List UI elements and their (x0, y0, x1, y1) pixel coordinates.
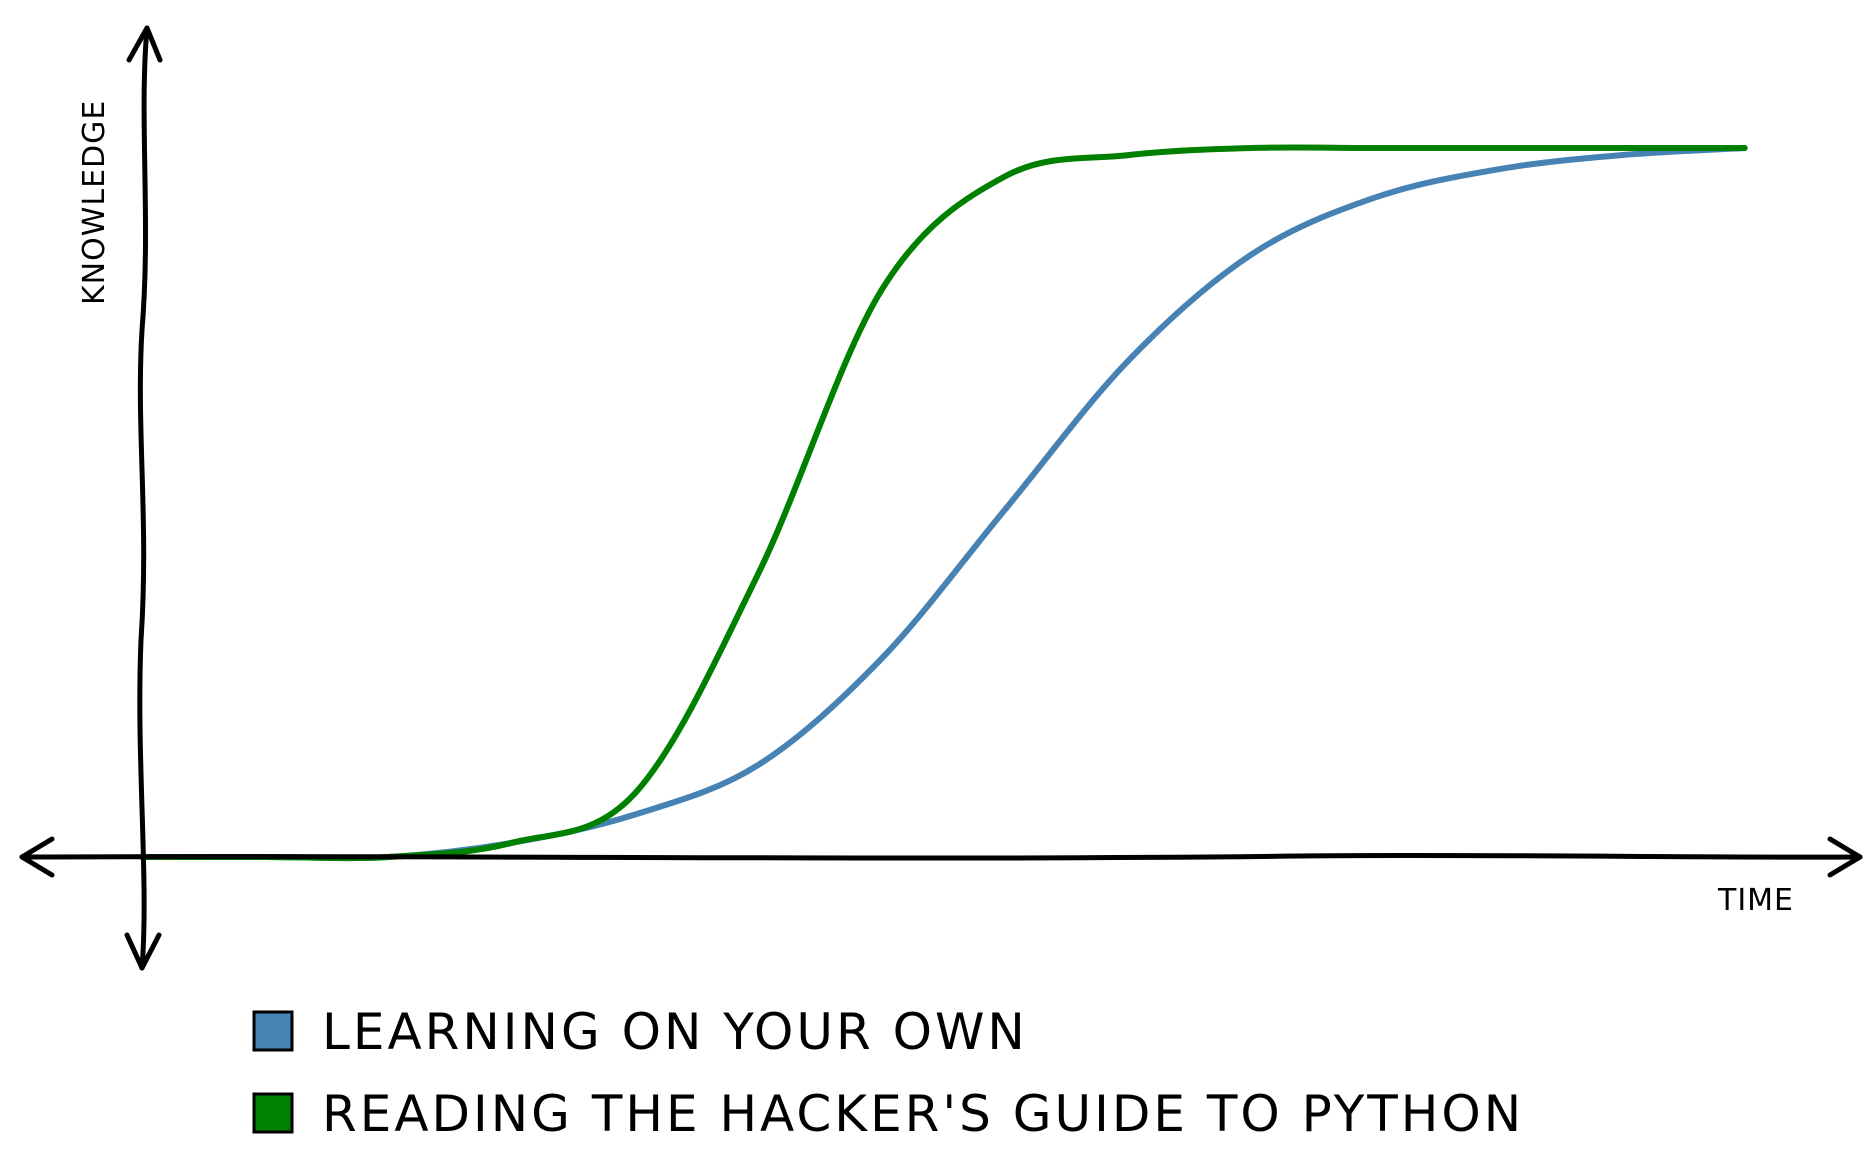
x-axis-arrow-right-icon (1827, 836, 1863, 878)
legend-item-own: LEARNING ON YOUR OWN (252, 1003, 1028, 1061)
legend-label-own: LEARNING ON YOUR OWN (322, 1003, 1028, 1061)
y-axis-label: KNOWLEDGE (77, 100, 112, 305)
legend-swatch-guide (252, 1092, 294, 1134)
x-axis-label: TIME (1717, 883, 1794, 918)
y-axis-arrow-bottom-icon (124, 932, 162, 971)
series-layer (139, 144, 1748, 862)
legend-swatch-own (252, 1010, 294, 1052)
series-line-own (139, 145, 1748, 862)
y-axis-line (137, 25, 150, 971)
x-axis-arrow-left-icon (19, 836, 55, 878)
legend-item-guide: READING THE HACKER'S GUIDE TO PYTHON (252, 1085, 1524, 1143)
legend-label-guide: READING THE HACKER'S GUIDE TO PYTHON (322, 1085, 1524, 1143)
x-axis-line (19, 852, 1863, 861)
series-line-guide (139, 144, 1748, 862)
legend: LEARNING ON YOUR OWN READING THE HACKER'… (252, 1003, 1524, 1143)
y-axis-arrow-top-icon (126, 25, 163, 63)
